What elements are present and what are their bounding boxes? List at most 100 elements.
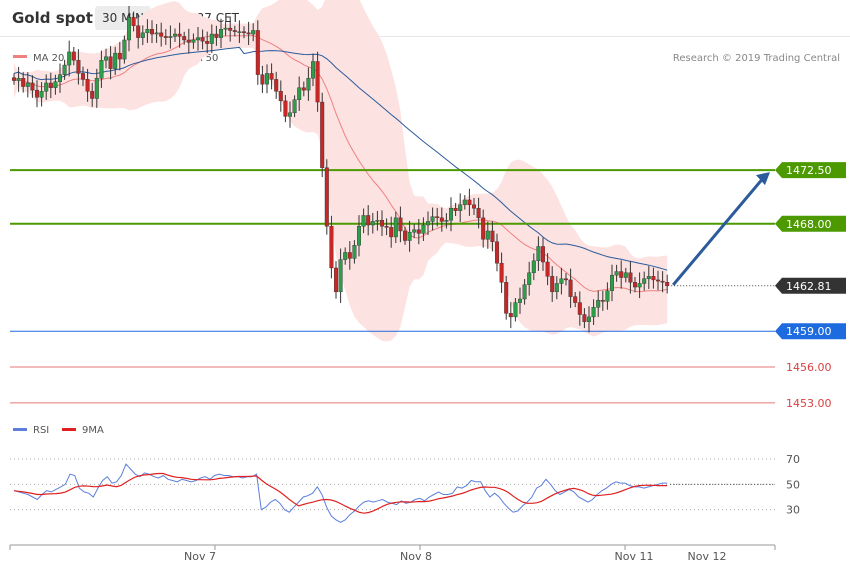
candle-body-up [522,284,527,300]
candle-body-up [39,91,44,98]
candle [315,51,320,112]
candle [646,266,651,289]
candle-body-up [587,316,592,322]
candle-body-down [573,296,578,303]
candle [126,6,131,52]
candle [274,71,279,99]
instrument-title: Gold spot [12,9,93,27]
candle [292,95,297,118]
candle [117,41,122,71]
candle-body-up [172,33,177,37]
candle [301,81,306,97]
candle-body-down [545,261,550,277]
candle-body-down [490,230,495,242]
candle [25,72,30,98]
candle-body-down [205,40,210,44]
candle [481,209,486,248]
level-tag-label: 1459.00 [786,325,832,338]
candle-body-down [255,30,260,75]
candle [476,197,481,229]
rsi-legend: RSI 9MA [13,425,104,436]
candle-body-up [444,220,449,222]
candle [232,25,237,37]
candle [338,248,343,303]
candle-body-down [628,272,633,283]
candle-body-up [195,37,200,41]
candle-body-down [301,87,306,91]
candle-body-down [329,225,334,269]
level-tag-1468-00: 1468.00 [775,215,846,232]
candle [90,82,95,107]
candle [393,211,398,244]
candle-body-down [21,77,26,87]
candle [237,20,242,43]
candle-body-up [449,208,454,221]
level-tag-1472-50: 1472.50 [775,162,846,179]
candle [58,63,63,93]
candle-body-up [338,259,343,293]
candle [467,188,472,216]
candle [430,207,435,231]
candle [44,74,49,100]
candle [642,271,647,291]
candle [260,65,265,93]
candle [518,287,523,314]
x-axis-label-nov-12: Nov 12 [688,550,727,563]
candle-body-up [559,278,564,284]
candle-body-up [103,56,108,61]
rsi-tick-30: 30 [786,504,800,517]
x-axis: Nov 7 Nov 8 Nov 11 Nov 12 [9,544,776,563]
candle [426,211,431,235]
candle [334,261,339,299]
candle [297,76,302,111]
candle [343,247,348,265]
level-tag-bg [775,277,846,294]
candle-body-down [71,51,76,61]
candle [195,27,200,51]
candle-body-down [228,27,233,31]
candle-body-up [370,221,375,226]
candle-body-up [168,36,173,38]
candle-body-up [393,217,398,238]
candle [311,53,316,87]
candle-body-down [472,204,477,209]
candle-body-down [186,39,191,43]
candle [490,221,495,252]
candle [320,92,325,178]
candle-body-up [25,82,30,87]
candle [407,220,412,252]
candle [172,28,177,42]
candle-body-up [67,51,72,66]
candle-body-up [361,215,366,227]
candle-body-down [241,31,246,34]
candle [223,21,228,36]
candle [554,276,559,300]
candle-body-up [218,29,223,38]
candle-body-down [320,101,325,168]
level-tag-1462-81: 1462.81 [775,277,846,294]
candle-body-down [117,52,122,60]
candle [99,50,104,88]
candle-body-down [568,279,573,297]
candle [21,72,26,93]
candle [241,26,246,39]
legend-label-rsi: RSI [33,425,49,436]
candle [651,267,656,289]
candle [536,236,541,271]
candle [495,233,500,272]
candle-body-down [416,229,421,234]
candle-body-up [140,32,145,38]
candle [361,208,366,234]
candle [568,268,573,308]
candle-body-up [94,77,99,99]
candle [439,207,444,232]
candle [660,271,665,293]
candle-body-down [260,74,265,85]
candle-body-down [269,73,274,80]
candle-body-down [564,278,569,281]
candle-body-down [246,32,251,35]
candle [389,216,394,248]
header-divider [0,36,850,37]
candle-body-down [214,33,219,38]
